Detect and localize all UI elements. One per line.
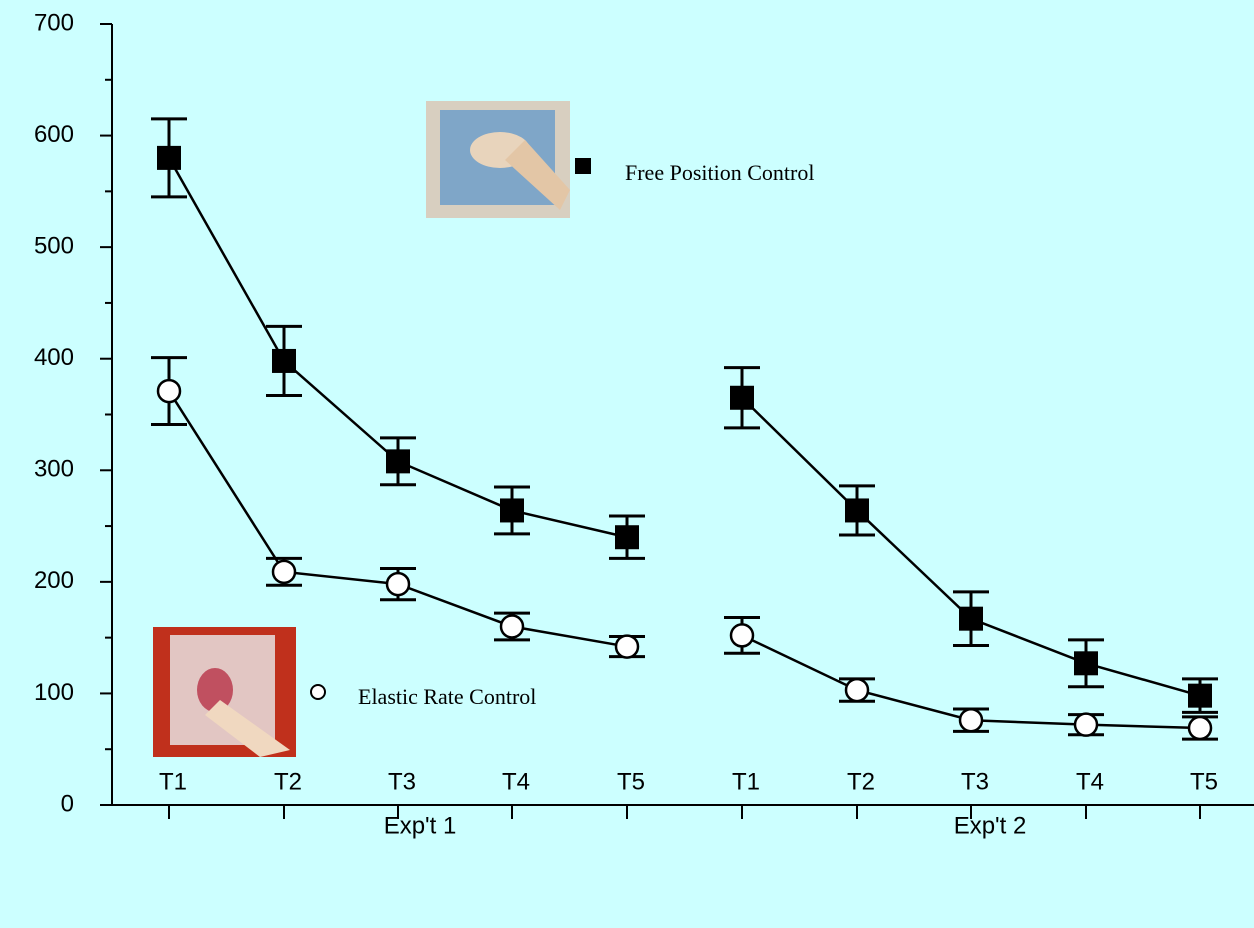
y-tick-label: 300 bbox=[34, 456, 74, 483]
x-tick-label: T2 bbox=[274, 768, 302, 795]
marker bbox=[1187, 715, 1213, 741]
marker bbox=[615, 525, 639, 550]
marker bbox=[500, 498, 524, 523]
marker bbox=[272, 348, 296, 373]
marker bbox=[385, 571, 411, 597]
marker bbox=[959, 606, 983, 631]
marker bbox=[1073, 712, 1099, 737]
legend-label: Elastic Rate Control bbox=[358, 684, 536, 709]
marker bbox=[844, 677, 870, 703]
x-tick-label: T4 bbox=[1076, 768, 1104, 795]
marker bbox=[156, 378, 182, 404]
x-tick-label: T3 bbox=[961, 768, 989, 795]
marker bbox=[958, 707, 984, 733]
group-label: Exp't 1 bbox=[384, 812, 457, 839]
photo-free-position bbox=[426, 101, 570, 218]
y-tick-label: 0 bbox=[61, 790, 74, 817]
y-tick-label: 100 bbox=[34, 679, 74, 706]
x-tick-label: T5 bbox=[617, 768, 645, 795]
marker bbox=[499, 614, 525, 639]
legend-marker bbox=[575, 158, 591, 174]
marker bbox=[1074, 651, 1098, 676]
y-tick-label: 200 bbox=[34, 567, 74, 594]
x-tick-label: T4 bbox=[502, 768, 530, 795]
marker bbox=[271, 559, 297, 585]
x-tick-label: T1 bbox=[159, 768, 187, 795]
series-line bbox=[741, 396, 1201, 697]
marker bbox=[730, 385, 754, 410]
marker bbox=[614, 634, 640, 659]
legend-label: Free Position Control bbox=[625, 160, 814, 185]
x-tick-label: T2 bbox=[847, 768, 875, 795]
series-line bbox=[167, 390, 628, 648]
legend-marker bbox=[310, 684, 326, 700]
group-label: Exp't 2 bbox=[954, 812, 1027, 839]
marker bbox=[157, 145, 181, 170]
marker bbox=[729, 623, 755, 648]
x-tick-label: T5 bbox=[1190, 768, 1218, 795]
y-tick-label: 700 bbox=[34, 9, 74, 36]
marker bbox=[386, 449, 410, 474]
y-tick-label: 600 bbox=[34, 121, 74, 148]
y-tick-label: 500 bbox=[34, 232, 74, 259]
marker bbox=[845, 498, 869, 523]
marker bbox=[1188, 683, 1212, 708]
x-tick-label: T1 bbox=[732, 768, 760, 795]
photo-elastic-rate bbox=[153, 627, 296, 757]
x-tick-label: T3 bbox=[388, 768, 416, 795]
y-tick-label: 400 bbox=[34, 344, 74, 371]
